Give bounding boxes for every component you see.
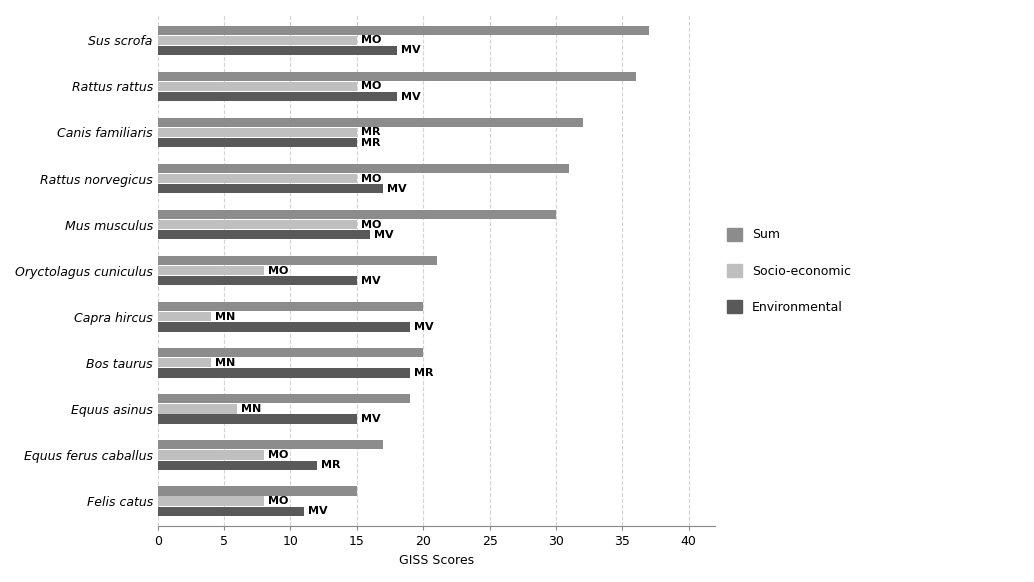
Text: MV: MV: [374, 230, 394, 240]
Text: MO: MO: [268, 450, 288, 460]
Text: MO: MO: [361, 173, 382, 183]
Bar: [158, 36, 357, 45]
Text: MN: MN: [215, 358, 235, 368]
X-axis label: GISS Scores: GISS Scores: [399, 554, 474, 567]
Text: MR: MR: [361, 127, 381, 137]
Bar: [158, 26, 649, 35]
Bar: [158, 118, 582, 127]
Bar: [158, 174, 357, 183]
Bar: [158, 230, 370, 239]
Bar: [158, 404, 238, 414]
Text: MV: MV: [388, 184, 407, 194]
Bar: [158, 184, 384, 193]
Bar: [158, 82, 357, 91]
Text: MO: MO: [361, 81, 382, 91]
Bar: [158, 414, 357, 424]
Bar: [158, 496, 264, 506]
Text: MV: MV: [400, 91, 420, 101]
Bar: [158, 256, 436, 265]
Bar: [158, 266, 264, 275]
Text: MV: MV: [308, 506, 328, 516]
Bar: [158, 460, 317, 470]
Bar: [158, 302, 423, 311]
Legend: Sum, Socio-economic, Environmental: Sum, Socio-economic, Environmental: [727, 228, 851, 314]
Bar: [158, 210, 556, 219]
Bar: [158, 487, 357, 495]
Bar: [158, 128, 357, 137]
Text: MN: MN: [215, 312, 235, 322]
Bar: [158, 450, 264, 460]
Bar: [158, 220, 357, 229]
Text: MO: MO: [268, 496, 288, 506]
Bar: [158, 72, 636, 81]
Text: MR: MR: [361, 137, 381, 148]
Text: MN: MN: [241, 404, 262, 414]
Text: MV: MV: [400, 45, 420, 55]
Bar: [158, 164, 570, 173]
Bar: [158, 138, 357, 147]
Bar: [158, 92, 397, 101]
Bar: [158, 348, 423, 357]
Text: MO: MO: [268, 266, 288, 276]
Bar: [158, 322, 409, 332]
Text: MO: MO: [361, 36, 382, 45]
Text: MV: MV: [361, 414, 381, 424]
Bar: [158, 312, 211, 321]
Bar: [158, 46, 397, 55]
Text: MR: MR: [414, 368, 433, 378]
Text: MV: MV: [414, 322, 433, 332]
Bar: [158, 276, 357, 285]
Text: MV: MV: [361, 276, 381, 286]
Bar: [158, 440, 384, 449]
Bar: [158, 394, 409, 403]
Text: MO: MO: [361, 219, 382, 230]
Bar: [158, 368, 409, 378]
Bar: [158, 359, 211, 367]
Text: MR: MR: [321, 460, 340, 470]
Bar: [158, 506, 304, 516]
